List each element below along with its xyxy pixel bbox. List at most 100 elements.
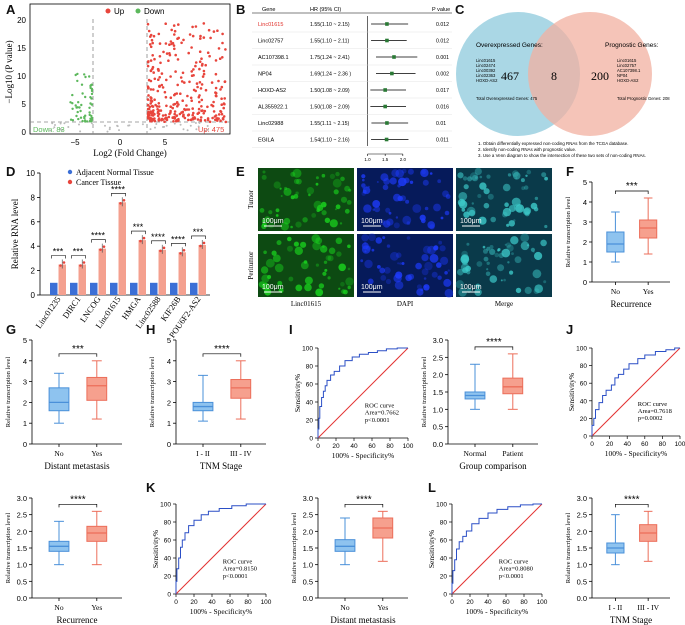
micro-speckle (534, 251, 543, 261)
panel-d: D 0 2 4 6 8 10 Relative RNA level Adjacent Norm… (6, 164, 210, 340)
volcano-up-point (193, 117, 197, 120)
panel-i-roc: 00 20 20 40 40 60 60 80 80 100 100 Sensitivity% 100%… (293, 346, 414, 461)
volcano-up-point (149, 33, 153, 37)
micro-speckle (339, 222, 343, 225)
sig-stars: *** (73, 247, 84, 257)
forest-tick-label: 1.5 (382, 157, 389, 162)
micro-speckle (367, 278, 374, 285)
volcano-up-point (215, 117, 219, 120)
volcano-up-point (214, 86, 218, 90)
volcano-up-point (151, 114, 155, 117)
micro-col-label: DAPI (397, 300, 414, 308)
volcano-down-point (84, 95, 87, 99)
roc-title: ROC curve (499, 558, 529, 565)
roc-ylabel: Sensitivity% (151, 530, 160, 568)
micro-speckle (318, 283, 325, 289)
volcano-up-point (198, 60, 202, 63)
volcano-up-point (221, 32, 224, 36)
volcano-up-point (200, 105, 203, 108)
micro-speckle (439, 245, 446, 252)
sig-stars: **** (214, 344, 230, 355)
venn-right-gene: Linc02757 (617, 63, 637, 68)
venn-right-gene: Linc01615 (617, 58, 637, 63)
micro-speckle (315, 182, 319, 186)
venn-left-gene: Linc01615 (476, 58, 496, 63)
bar-point (202, 241, 206, 245)
micro-speckle (311, 234, 321, 243)
micro-speckle (290, 195, 295, 200)
micro-speckle (321, 210, 327, 216)
volcano-up-point (160, 83, 164, 87)
box-ytick-label: 2.5 (433, 353, 443, 362)
box-ytick-label: 2.5 (17, 511, 27, 520)
box-body (334, 539, 356, 552)
forest-p: 0.01 (436, 121, 446, 127)
box-ytick-label: 1.5 (17, 544, 27, 553)
forest-tick-label: 2.0 (400, 157, 407, 162)
micro-speckle (397, 262, 400, 265)
volcano-up-point (163, 90, 167, 94)
volcano-ns-point (182, 128, 185, 131)
volcano-up-point (175, 114, 178, 118)
micro-speckle (505, 242, 512, 248)
roc-area: Area=0.8150 (223, 566, 257, 573)
volcano-up-point (216, 29, 219, 32)
micro-speckle (433, 245, 438, 251)
box-ytick-label: 0.5 (17, 577, 27, 586)
micro-speckle (515, 287, 522, 294)
volcano-up-point (188, 80, 191, 84)
panel-b: B Gene HR (95% CI) P value Linc01615 1.55(1.… (236, 2, 452, 162)
venn-note: 2. Identify non-coding RNAs with prognos… (478, 147, 576, 152)
micro-speckle (276, 240, 282, 246)
micro-speckle (486, 246, 491, 251)
roc-ytick-label: 40 (580, 398, 588, 405)
volcano-ns-point (67, 126, 70, 128)
sig-stars: *** (53, 247, 64, 257)
micro-speckle (423, 245, 431, 254)
box-ytick-label: 1.0 (303, 561, 313, 570)
micro-speckle (362, 178, 365, 182)
volcano-down-point (75, 114, 78, 118)
micro-speckle (466, 206, 476, 216)
volcano-up-point (156, 114, 160, 118)
volcano-up-point (159, 61, 162, 65)
volcano-ns-point (141, 123, 144, 126)
volcano-up-point (167, 59, 170, 62)
volcano-up-point (199, 118, 202, 122)
volcano-up-point (180, 80, 184, 83)
forest-ci: 1.69(1.24 ~ 2.36 ) (310, 72, 351, 78)
forest-ci: 1.50(1.08 ~ 2.09) (310, 105, 350, 111)
volcano-up-point (160, 72, 164, 75)
sig-bracket (91, 239, 106, 243)
micro-speckle (490, 216, 496, 223)
micro-speckle (292, 168, 302, 178)
volcano-up-point (176, 83, 179, 87)
micro-speckle (532, 269, 542, 279)
venn-right-gene: AC107398.1 (617, 68, 641, 73)
volcano-up-point (196, 85, 199, 89)
bar-normal (110, 282, 118, 295)
volcano-up-point (177, 103, 180, 106)
panel-j-roc: 00 20 20 40 40 60 60 80 80 100 100 Sensitivity% 100%… (567, 346, 685, 459)
micro-speckle (312, 241, 321, 251)
roc-p: p<0.0001 (499, 573, 524, 580)
volcano-up-point (173, 33, 176, 36)
micro-speckle (433, 203, 441, 212)
volcano-up-point (170, 28, 173, 32)
box-ytick-label: 2.0 (577, 527, 587, 536)
micro-speckle (328, 247, 336, 255)
volcano-ns-point (154, 126, 156, 129)
micro-speckle (399, 262, 402, 265)
box-ytick-label: 4 (167, 357, 171, 366)
volcano-up-point (169, 96, 173, 99)
micro-speckle (390, 251, 399, 261)
volcano-up-point (150, 117, 153, 120)
box-group-label: Normal (464, 449, 487, 458)
micro-col-label: Linc01615 (291, 300, 322, 308)
forest-header-hr: HR (95% CI) (310, 7, 341, 13)
volcano-up-point (222, 115, 226, 118)
micro-speckle (540, 239, 547, 247)
micro-speckle (471, 202, 474, 205)
micro-speckle (371, 248, 375, 252)
roc-xtick-label: 100 (403, 443, 414, 450)
